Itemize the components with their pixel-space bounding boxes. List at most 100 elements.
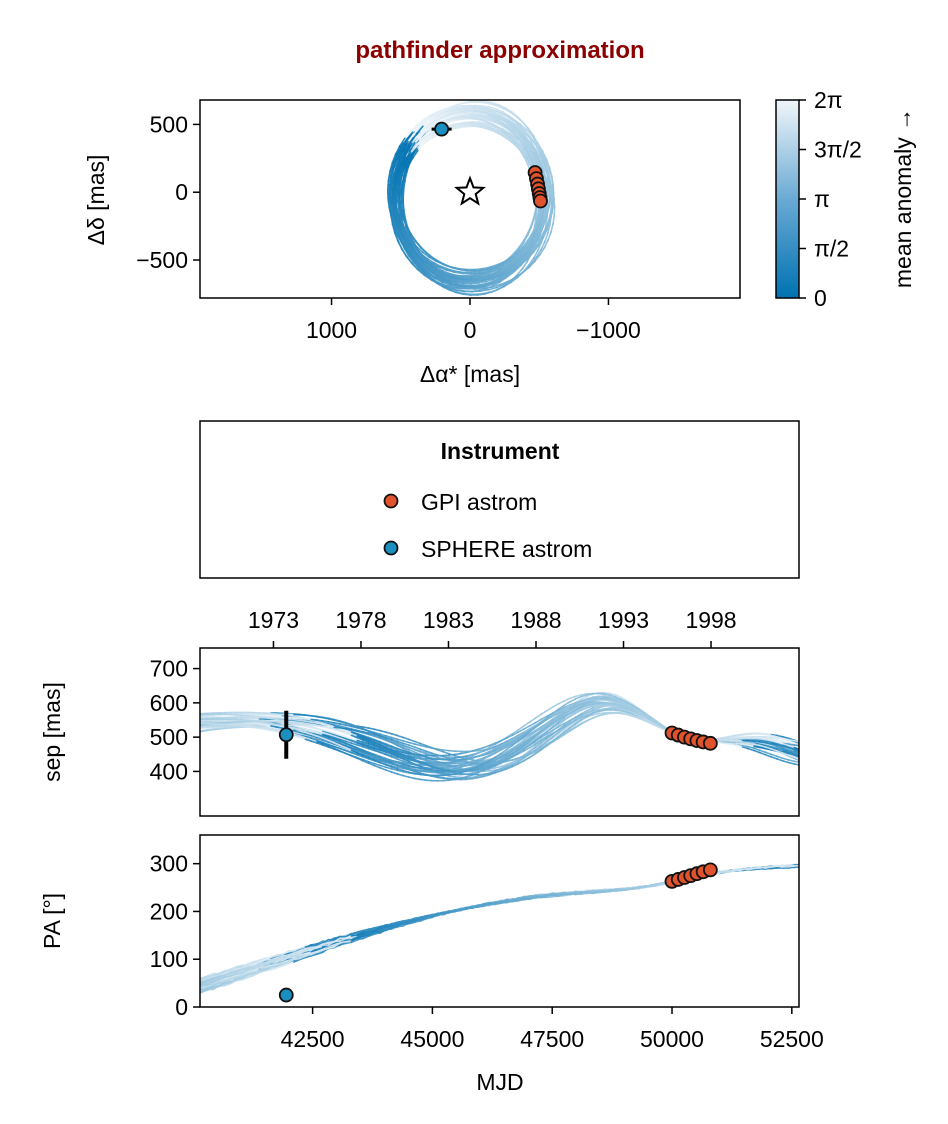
sep-curve-segment <box>580 700 588 705</box>
sep-curve-segment <box>551 731 560 738</box>
sep-curve-segment <box>304 728 312 732</box>
sky-ylabel: Δδ [mas] <box>83 155 109 246</box>
sep-curve-segment <box>787 738 796 742</box>
sep-curve-segment <box>344 740 353 744</box>
sep-curve-segment <box>293 731 301 735</box>
sep-curve-segment <box>396 758 404 762</box>
sep-curve-segment <box>379 767 387 771</box>
sep-curve-segment <box>764 743 773 747</box>
sep-curve-segment <box>413 770 422 774</box>
sep-curve-segment <box>718 736 727 740</box>
sep-curve-segment <box>603 691 611 695</box>
sep-curve-segment <box>390 750 399 755</box>
sep-curve-segment <box>390 765 399 769</box>
sep-curve-segment <box>408 746 416 751</box>
sep-curve-segment <box>379 745 387 750</box>
sep-curve-segment <box>800 745 806 747</box>
sep-curve-segment <box>477 749 485 755</box>
sky-xlabel: Δα* [mas] <box>420 361 520 387</box>
sep-curve-segment <box>367 755 376 760</box>
sep-curve-segment <box>649 715 657 722</box>
colorbar-label: mean anomaly → <box>890 108 916 288</box>
sep-curve-segment <box>402 744 410 749</box>
sep-curve-segment <box>800 752 806 753</box>
sep-curve-segment <box>350 737 358 742</box>
sky-plane-panel: 1000 0 −1000 −500 0 500 Δα* [mas] Δδ [mas] <box>83 99 741 387</box>
sep-curve-segment <box>724 735 732 739</box>
sep-curve-segment <box>298 719 307 722</box>
sep-curve-segment <box>546 729 554 735</box>
sep-curve-segment <box>620 710 629 714</box>
sep-curve-segment <box>425 766 433 770</box>
sep-curve-segment <box>304 736 312 740</box>
sep-curve-segment <box>385 748 393 753</box>
sep-curve-segment <box>367 727 376 731</box>
sep-curve-segment <box>741 742 750 745</box>
sep-curve-segment <box>448 768 456 771</box>
sep-curve-segment <box>770 738 778 741</box>
sep-curve-segment <box>350 742 358 746</box>
sep-curve-segment <box>776 755 784 760</box>
sep-curve-segment <box>540 736 548 742</box>
sep-curve-segment <box>448 765 456 768</box>
sep-curve-segment <box>523 744 531 751</box>
sep-curve-segment <box>511 731 519 736</box>
sep-curve-segment <box>419 751 427 755</box>
sky-orbit-segment <box>552 183 555 197</box>
sep-curve-segment <box>379 760 387 764</box>
sep-curve-segment <box>419 778 427 781</box>
sep-curve-segment <box>321 734 330 739</box>
sep-curve-segment <box>488 743 496 749</box>
sep-curve-segment <box>580 714 588 719</box>
sep-curve-segment <box>800 757 806 759</box>
sep-curve-segment <box>800 749 806 750</box>
sep-curve-segment <box>425 762 433 765</box>
sky-orbit-segment <box>547 199 551 211</box>
sep-curve-segment <box>557 706 565 711</box>
sep-curve-segment <box>557 712 565 719</box>
sep-curve-segment <box>356 739 364 743</box>
sep-curve-segment <box>459 758 468 761</box>
colorbar-gradient <box>775 99 800 299</box>
sep-curve-segment <box>505 734 514 739</box>
sep-curve-segment <box>781 751 790 754</box>
sep-curve-segment <box>402 751 410 755</box>
sep-curve-segment <box>339 728 347 732</box>
sep-curve-segment <box>373 756 381 761</box>
sep-curve-segment <box>597 712 606 715</box>
sep-curve-segment <box>500 756 508 762</box>
sep-curve-segment <box>425 759 433 764</box>
sep-curve-segment <box>517 756 525 761</box>
sep-curve-segment <box>454 777 462 781</box>
sep-curve-segment <box>362 753 370 758</box>
sep-curve-segment <box>431 761 439 765</box>
sep-curve-segment <box>528 746 537 753</box>
colorbar-tick-label: 3π/2 <box>814 137 862 163</box>
sep-curve-segment <box>563 697 571 702</box>
sep-curve-segment <box>494 743 502 748</box>
sep-curve-segment <box>373 742 381 747</box>
sep-curve-segment <box>517 733 525 740</box>
sep-curve-segment <box>482 755 491 760</box>
sep-curve-segment <box>339 740 347 745</box>
sep-curve-segment <box>327 741 335 745</box>
sep-curve-segment <box>517 750 525 755</box>
sep-curve-segment <box>419 754 427 758</box>
sep-curve-segment <box>753 745 761 749</box>
sky-ytick-label: 0 <box>175 179 188 205</box>
sep-curve-segment <box>528 717 537 723</box>
sep-curve-segment <box>615 709 623 712</box>
sep-curve-segment <box>540 715 548 721</box>
sep-curve-segment <box>190 722 196 723</box>
sep-curve-segment <box>408 767 416 771</box>
sep-curve-segment <box>557 725 565 731</box>
sky-xtick-label: −1000 <box>576 317 641 343</box>
sep-curve-segment <box>517 741 525 747</box>
sep-curve-segment <box>304 725 312 729</box>
sep-curve-segment <box>344 742 353 747</box>
sep-curve-segment <box>275 718 284 722</box>
sep-curve-segment <box>580 711 588 717</box>
sep-curve-segment <box>419 767 427 771</box>
sep-curve-segment <box>477 756 485 761</box>
sep-curve-segment <box>494 739 502 745</box>
